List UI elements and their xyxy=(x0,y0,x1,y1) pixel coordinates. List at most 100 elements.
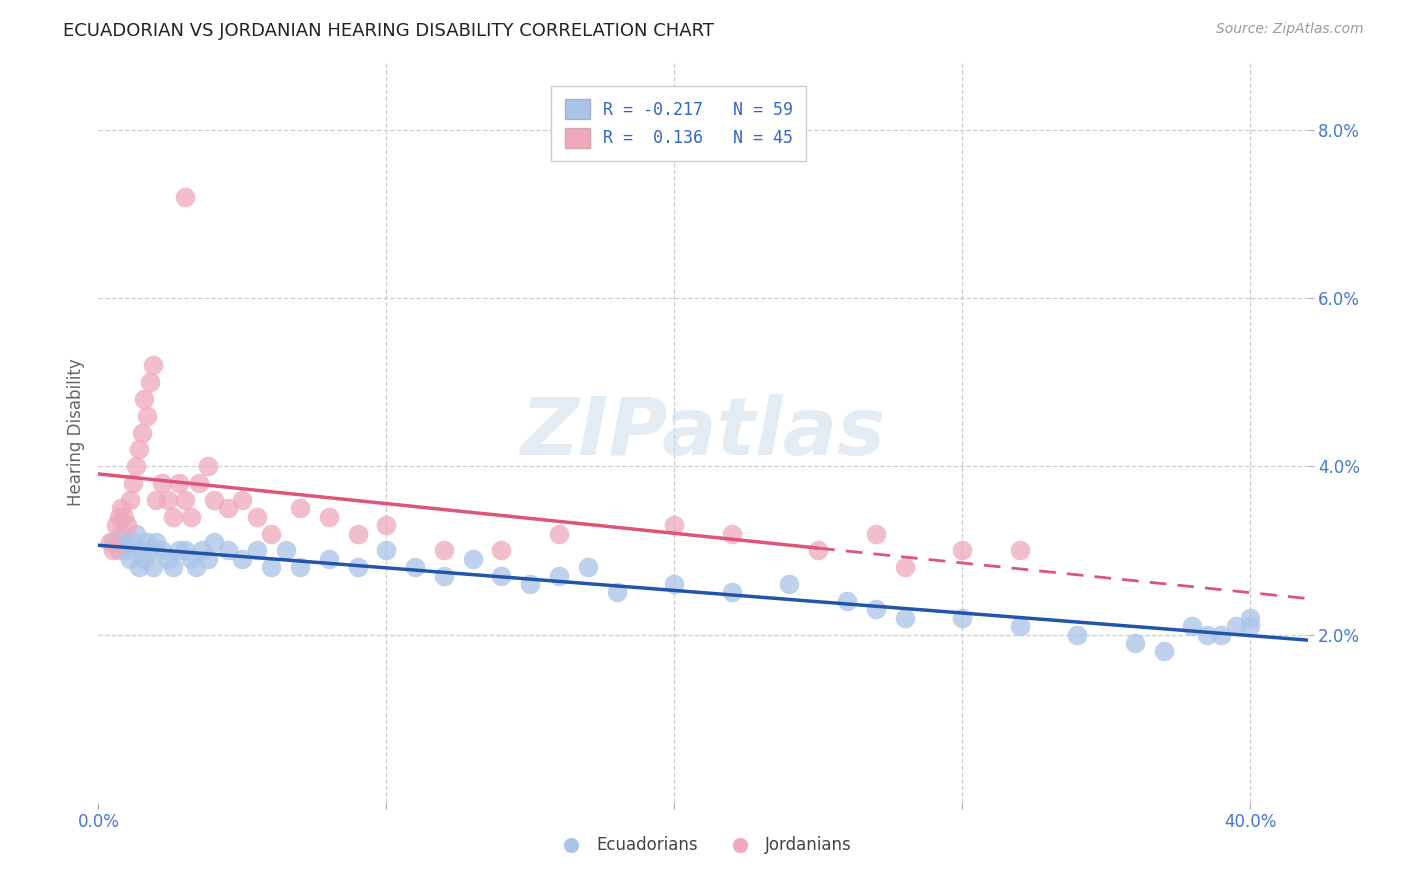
Point xyxy=(115,543,138,558)
Point xyxy=(664,577,686,591)
Point xyxy=(150,543,173,558)
Point xyxy=(125,526,148,541)
Point xyxy=(134,392,156,406)
Point xyxy=(720,585,742,599)
Point xyxy=(288,501,311,516)
Point xyxy=(156,492,179,507)
Point xyxy=(122,535,145,549)
Point xyxy=(162,560,184,574)
Point xyxy=(173,543,195,558)
Point xyxy=(122,476,145,491)
Point xyxy=(1153,644,1175,658)
Point xyxy=(491,543,513,558)
Point xyxy=(217,543,239,558)
Point xyxy=(120,551,142,566)
Point xyxy=(231,492,253,507)
Text: ZIPatlas: ZIPatlas xyxy=(520,393,886,472)
Point xyxy=(720,526,742,541)
Point xyxy=(131,543,153,558)
Point xyxy=(197,551,219,566)
Point xyxy=(246,509,269,524)
Point xyxy=(1123,636,1146,650)
Point xyxy=(145,492,167,507)
Point xyxy=(142,560,165,574)
Text: Source: ZipAtlas.com: Source: ZipAtlas.com xyxy=(1216,22,1364,37)
Point xyxy=(112,535,135,549)
Point xyxy=(173,492,195,507)
Point xyxy=(606,585,628,599)
Point xyxy=(98,535,121,549)
Point xyxy=(104,518,127,533)
Legend: Ecuadorians, Jordanians: Ecuadorians, Jordanians xyxy=(548,830,858,861)
Point xyxy=(173,190,195,204)
Point xyxy=(142,359,165,373)
Point xyxy=(101,543,124,558)
Point xyxy=(101,535,124,549)
Point xyxy=(180,509,202,524)
Point xyxy=(139,375,162,389)
Point xyxy=(519,577,541,591)
Point xyxy=(1211,627,1233,641)
Point xyxy=(128,560,150,574)
Text: ECUADORIAN VS JORDANIAN HEARING DISABILITY CORRELATION CHART: ECUADORIAN VS JORDANIAN HEARING DISABILI… xyxy=(63,22,714,40)
Point xyxy=(346,526,368,541)
Point xyxy=(167,543,190,558)
Point xyxy=(835,594,858,608)
Point xyxy=(664,518,686,533)
Y-axis label: Hearing Disability: Hearing Disability xyxy=(66,359,84,507)
Point xyxy=(128,442,150,457)
Point xyxy=(107,509,129,524)
Point xyxy=(433,568,456,582)
Point xyxy=(461,551,484,566)
Point xyxy=(167,476,190,491)
Point xyxy=(1239,619,1261,633)
Point xyxy=(145,535,167,549)
Point xyxy=(346,560,368,574)
Point xyxy=(246,543,269,558)
Point xyxy=(807,543,830,558)
Point xyxy=(1239,610,1261,624)
Point xyxy=(162,509,184,524)
Point xyxy=(139,543,162,558)
Point xyxy=(1181,619,1204,633)
Point xyxy=(893,610,915,624)
Point xyxy=(131,425,153,440)
Point xyxy=(260,526,283,541)
Point xyxy=(274,543,297,558)
Point xyxy=(260,560,283,574)
Point xyxy=(231,551,253,566)
Point xyxy=(404,560,426,574)
Point xyxy=(217,501,239,516)
Point xyxy=(180,551,202,566)
Point xyxy=(318,509,340,524)
Point xyxy=(136,409,159,423)
Point xyxy=(191,543,214,558)
Point xyxy=(950,543,973,558)
Point xyxy=(134,551,156,566)
Point xyxy=(202,535,225,549)
Point xyxy=(150,476,173,491)
Point xyxy=(110,526,132,541)
Point xyxy=(548,568,571,582)
Point xyxy=(288,560,311,574)
Point xyxy=(865,602,887,616)
Point xyxy=(186,560,208,574)
Point xyxy=(1225,619,1247,633)
Point xyxy=(120,492,142,507)
Point xyxy=(110,501,132,516)
Point xyxy=(125,459,148,474)
Point xyxy=(107,543,129,558)
Point xyxy=(433,543,456,558)
Point xyxy=(1008,543,1031,558)
Point xyxy=(893,560,915,574)
Point xyxy=(1008,619,1031,633)
Point xyxy=(202,492,225,507)
Point xyxy=(136,535,159,549)
Point xyxy=(576,560,599,574)
Point xyxy=(112,509,135,524)
Point xyxy=(1066,627,1088,641)
Point xyxy=(950,610,973,624)
Point xyxy=(197,459,219,474)
Point xyxy=(375,518,398,533)
Point xyxy=(491,568,513,582)
